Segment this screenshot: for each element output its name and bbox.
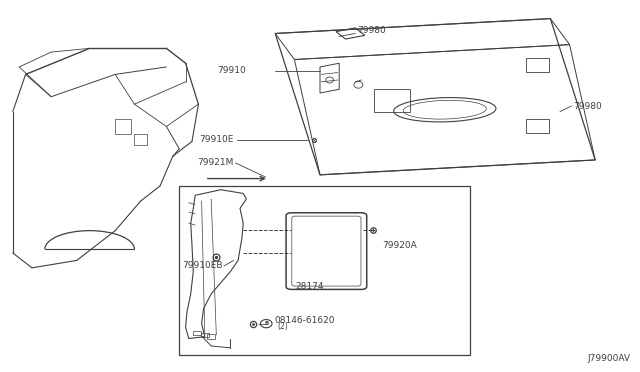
Bar xyxy=(179,186,470,355)
Bar xyxy=(207,334,215,339)
Text: 08146-61620: 08146-61620 xyxy=(274,316,335,325)
Text: J79900AV: J79900AV xyxy=(588,354,630,363)
Text: 79920A: 79920A xyxy=(382,241,417,250)
Text: 79910: 79910 xyxy=(218,66,246,75)
Bar xyxy=(193,331,201,335)
Text: 79980: 79980 xyxy=(573,102,602,110)
Bar xyxy=(526,58,549,72)
Bar xyxy=(201,333,209,337)
Bar xyxy=(115,119,131,134)
Text: (2): (2) xyxy=(277,322,288,331)
Bar xyxy=(374,89,410,112)
Text: 79910E: 79910E xyxy=(199,135,234,144)
Text: 79910EB: 79910EB xyxy=(182,262,223,270)
Bar xyxy=(526,119,549,133)
Text: 79980: 79980 xyxy=(357,26,386,35)
Text: 28174: 28174 xyxy=(296,282,324,291)
Bar xyxy=(134,134,147,145)
Text: 79921M: 79921M xyxy=(197,158,234,167)
Text: B: B xyxy=(264,321,268,326)
